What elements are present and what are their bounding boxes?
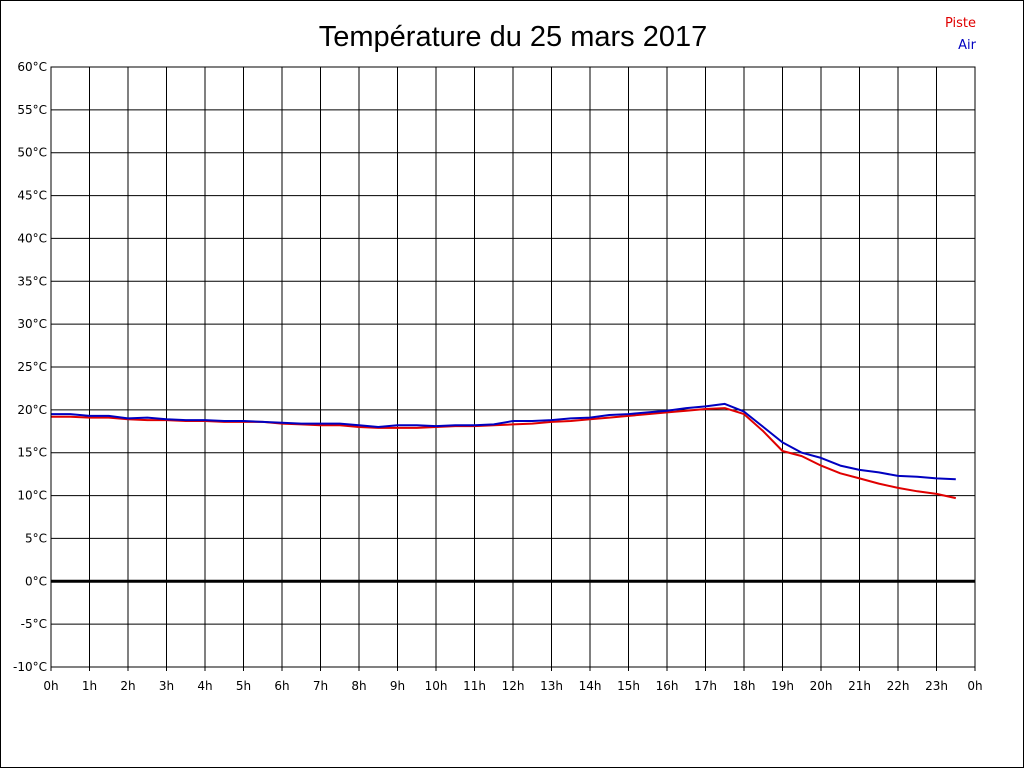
x-tick-label: 19h [771, 679, 794, 693]
y-tick-label: 55°C [17, 103, 47, 117]
y-tick-label: 50°C [17, 146, 47, 160]
y-tick-label: -10°C [13, 660, 47, 674]
x-tick-label: 16h [656, 679, 679, 693]
x-tick-label: 15h [617, 679, 640, 693]
y-tick-label: 60°C [17, 60, 47, 74]
y-tick-label: 5°C [25, 531, 47, 545]
chart-legend: Piste Air [945, 16, 977, 53]
y-tick-label: 20°C [17, 403, 47, 417]
x-tick-label: 3h [159, 679, 174, 693]
x-tick-label: 6h [274, 679, 289, 693]
x-tick-label: 12h [502, 679, 525, 693]
y-tick-label: 0°C [25, 574, 47, 588]
y-tick-label: 40°C [17, 231, 47, 245]
x-tick-label: 23h [925, 679, 948, 693]
chart-grid [50, 66, 976, 671]
x-tick-label: 14h [579, 679, 602, 693]
x-tick-label: 7h [313, 679, 328, 693]
y-tick-label: 30°C [17, 317, 47, 331]
y-axis: 60°C 55°C 50°C 45°C 40°C 35°C 30°C 25°C 20°C 15°C… [13, 60, 47, 674]
y-tick-label: 10°C [17, 489, 47, 503]
x-tick-label: 5h [236, 679, 251, 693]
x-tick-label: 17h [694, 679, 717, 693]
legend-entry-air: Air [958, 38, 977, 53]
x-tick-label: 21h [848, 679, 871, 693]
y-tick-label: 25°C [17, 360, 47, 374]
x-tick-label: 8h [351, 679, 366, 693]
x-tick-label: 1h [82, 679, 97, 693]
x-tick-label: 22h [887, 679, 910, 693]
x-tick-label: 13h [540, 679, 563, 693]
plot-border [50, 66, 976, 668]
y-tick-label: 35°C [17, 274, 47, 288]
legend-entry-piste: Piste [945, 16, 976, 31]
x-tick-label: 10h [425, 679, 448, 693]
x-tick-label: 4h [197, 679, 212, 693]
series-line-air [51, 402, 956, 481]
x-tick-label: 11h [463, 679, 486, 693]
x-tick-label: 0h [43, 679, 58, 693]
x-tick-label: 0h [967, 679, 982, 693]
y-tick-label: 45°C [17, 189, 47, 203]
x-tick-label: 2h [120, 679, 135, 693]
x-tick-label: 18h [733, 679, 756, 693]
y-tick-label: -5°C [21, 617, 47, 631]
y-tick-label: 15°C [17, 446, 47, 460]
series-layer [51, 402, 957, 500]
x-axis: 0h 1h 2h 3h 4h 5h 6h 7h 8h 9h 10h 11h 12h 13h 14h 15h 16… [43, 679, 982, 693]
x-tick-label: 20h [810, 679, 833, 693]
chart-title: Température du 25 mars 2017 [319, 21, 708, 53]
x-tick-label: 9h [390, 679, 405, 693]
